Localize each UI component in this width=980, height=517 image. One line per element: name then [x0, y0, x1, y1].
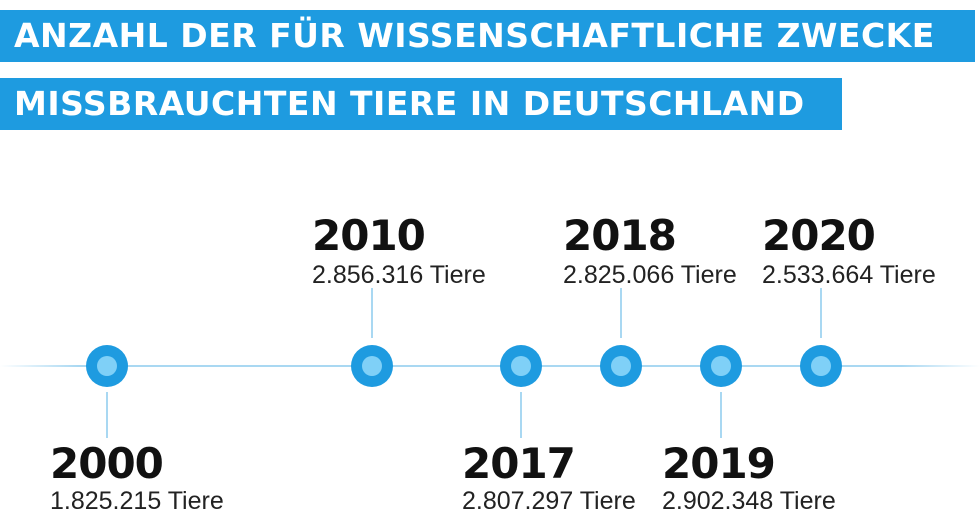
timeline-count-2020: 2.533.664 Tiere — [762, 261, 936, 289]
timeline-axis — [0, 365, 980, 367]
timeline-marker-2000 — [86, 345, 128, 387]
timeline-count-2019: 2.902.348 Tiere — [662, 487, 836, 515]
timeline-count-2018: 2.825.066 Tiere — [563, 261, 737, 289]
timeline-year-2018: 2018 — [563, 211, 677, 260]
timeline-count-2017: 2.807.297 Tiere — [462, 487, 636, 515]
timeline-connector-2019 — [720, 392, 722, 438]
timeline-count-2010: 2.856.316 Tiere — [312, 261, 486, 289]
timeline-year-2017: 2017 — [462, 439, 576, 488]
timeline-marker-2017 — [500, 345, 542, 387]
timeline-year-2000: 2000 — [50, 439, 164, 488]
timeline-year-2020: 2020 — [762, 211, 876, 260]
timeline-year-2010: 2010 — [312, 211, 426, 260]
timeline-marker-2010 — [351, 345, 393, 387]
timeline-marker-2020 — [800, 345, 842, 387]
timeline-connector-2018 — [620, 288, 622, 338]
timeline-connector-2010 — [371, 288, 373, 338]
timeline-marker-2019 — [700, 345, 742, 387]
timeline-year-2019: 2019 — [662, 439, 776, 488]
timeline-connector-2020 — [820, 288, 822, 338]
timeline-connector-2000 — [106, 392, 108, 438]
timeline-marker-2018 — [600, 345, 642, 387]
title-line-1: ANZAHL DER FÜR WISSENSCHAFTLICHE ZWECKE — [0, 10, 975, 62]
timeline-connector-2017 — [520, 392, 522, 438]
timeline-count-2000: 1.825.215 Tiere — [50, 487, 224, 515]
title-line-2: MISSBRAUCHTEN TIERE IN DEUTSCHLAND — [0, 78, 842, 130]
